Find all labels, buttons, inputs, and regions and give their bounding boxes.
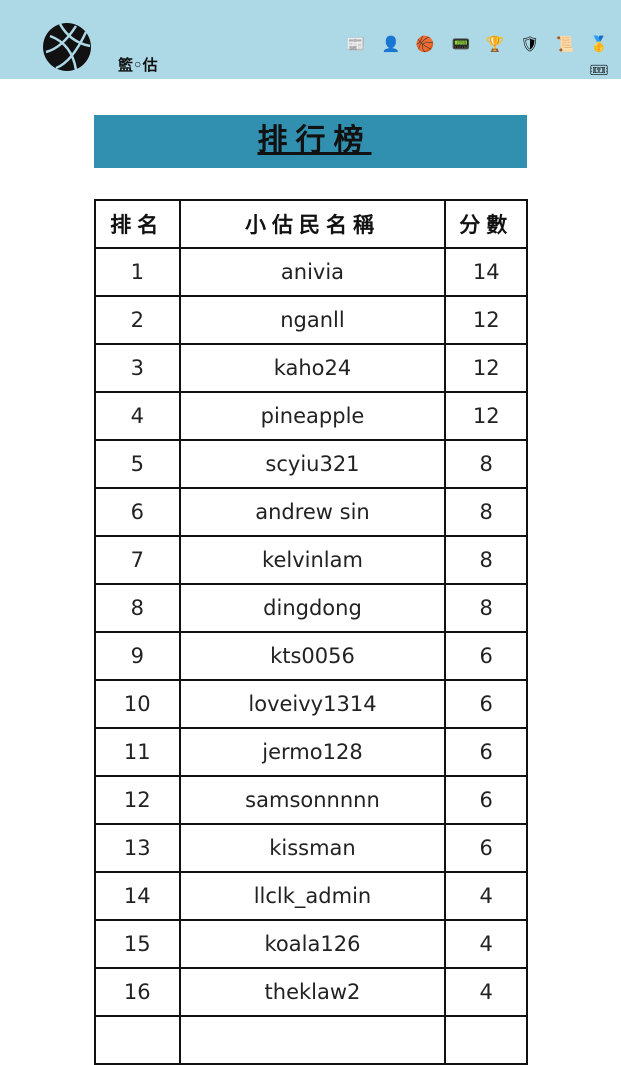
score-cell: 12 bbox=[444, 295, 528, 345]
name-cell: kelvinlam bbox=[178, 535, 447, 585]
trophy-icon[interactable]: 🏆 bbox=[485, 35, 505, 53]
rank-cell: 9 bbox=[94, 631, 181, 681]
brand-name[interactable]: 籃◦估 bbox=[118, 56, 158, 74]
score-cell: 6 bbox=[444, 631, 528, 681]
top-header: 籃◦估 📰 👤 🏀 📟 🏆 🛡 📜 🥇 🎟 bbox=[0, 0, 621, 79]
rank-cell: 4 bbox=[94, 391, 181, 441]
ticket-icon[interactable]: 🎟 bbox=[589, 61, 609, 79]
team-badge-icon[interactable]: 🛡 bbox=[520, 35, 540, 53]
name-cell: theklaw2 bbox=[178, 967, 447, 1017]
name-cell: kaho24 bbox=[178, 343, 447, 393]
rank-cell: 14 bbox=[94, 871, 181, 921]
rank-cell: 12 bbox=[94, 775, 181, 825]
rank-cell: 5 bbox=[94, 439, 181, 489]
rank-cell: 1 bbox=[94, 247, 181, 297]
score-cell: 4 bbox=[444, 919, 528, 969]
table-row: 2 nganll 12 bbox=[94, 295, 528, 345]
table-row: 12 samsonnnnn 6 bbox=[94, 775, 528, 825]
score-cell: 8 bbox=[444, 583, 528, 633]
table-row bbox=[94, 1015, 528, 1065]
name-cell: kissman bbox=[178, 823, 447, 873]
rank-cell: 11 bbox=[94, 727, 181, 777]
score-cell: 4 bbox=[444, 871, 528, 921]
news-icon[interactable]: 📰 bbox=[346, 35, 366, 53]
score-cell: 12 bbox=[444, 343, 528, 393]
name-cell: loveivy1314 bbox=[178, 679, 447, 729]
score-cell: 12 bbox=[444, 391, 528, 441]
scroll-icon[interactable]: 📜 bbox=[555, 35, 575, 53]
score-cell: 6 bbox=[444, 823, 528, 873]
table-row: 14 llclk_admin 4 bbox=[94, 871, 528, 921]
table-row: 8 dingdong 8 bbox=[94, 583, 528, 633]
rank-cell: 16 bbox=[94, 967, 181, 1017]
table-row: 16 theklaw2 4 bbox=[94, 967, 528, 1017]
table-header-row: 排名 小估民名稱 分數 bbox=[94, 199, 528, 249]
rank-cell: 7 bbox=[94, 535, 181, 585]
score-cell: 6 bbox=[444, 679, 528, 729]
score-cell: 8 bbox=[444, 535, 528, 585]
score-cell: 14 bbox=[444, 247, 528, 297]
name-cell: anivia bbox=[178, 247, 447, 297]
name-cell: scyiu321 bbox=[178, 439, 447, 489]
name-cell: nganll bbox=[178, 295, 447, 345]
name-cell: koala126 bbox=[178, 919, 447, 969]
column-header-score: 分數 bbox=[444, 199, 528, 249]
score-cell: 8 bbox=[444, 439, 528, 489]
rank-cell: 8 bbox=[94, 583, 181, 633]
name-cell: andrew sin bbox=[178, 487, 447, 537]
score-cell: 6 bbox=[444, 727, 528, 777]
ranking-podium-icon[interactable]: 🥇 bbox=[589, 35, 609, 53]
score-cell: 6 bbox=[444, 775, 528, 825]
basketball-logo-icon[interactable] bbox=[42, 22, 92, 72]
name-cell: samsonnnnn bbox=[178, 775, 447, 825]
name-cell bbox=[178, 1015, 447, 1065]
score-cell: 8 bbox=[444, 487, 528, 537]
title-bar: 排行榜 bbox=[94, 115, 527, 168]
user-profile-icon[interactable]: 👤 bbox=[381, 35, 401, 53]
rank-cell: 6 bbox=[94, 487, 181, 537]
rank-cell: 15 bbox=[94, 919, 181, 969]
table-row: 9 kts0056 6 bbox=[94, 631, 528, 681]
score-cell bbox=[444, 1015, 528, 1065]
rank-cell: 3 bbox=[94, 343, 181, 393]
name-cell: pineapple bbox=[178, 391, 447, 441]
scoreboard-icon[interactable]: 📟 bbox=[451, 35, 471, 53]
table-row: 6 andrew sin 8 bbox=[94, 487, 528, 537]
name-cell: llclk_admin bbox=[178, 871, 447, 921]
name-cell: kts0056 bbox=[178, 631, 447, 681]
rank-cell bbox=[94, 1015, 181, 1065]
basketball-board-icon[interactable]: 🏀 bbox=[415, 35, 435, 53]
rank-cell: 2 bbox=[94, 295, 181, 345]
rank-cell: 10 bbox=[94, 679, 181, 729]
column-header-name: 小估民名稱 bbox=[178, 199, 447, 249]
table-row: 4 pineapple 12 bbox=[94, 391, 528, 441]
table-row: 5 scyiu321 8 bbox=[94, 439, 528, 489]
rank-cell: 13 bbox=[94, 823, 181, 873]
table-row: 3 kaho24 12 bbox=[94, 343, 528, 393]
table-row: 11 jermo128 6 bbox=[94, 727, 528, 777]
table-row: 13 kissman 6 bbox=[94, 823, 528, 873]
score-cell: 4 bbox=[444, 967, 528, 1017]
table-row: 7 kelvinlam 8 bbox=[94, 535, 528, 585]
table-row: 1 anivia 14 bbox=[94, 247, 528, 297]
column-header-rank: 排名 bbox=[94, 199, 181, 249]
table-row: 15 koala126 4 bbox=[94, 919, 528, 969]
name-cell: dingdong bbox=[178, 583, 447, 633]
page-title: 排行榜 bbox=[257, 123, 372, 158]
leaderboard-table: 排名 小估民名稱 分數 1 anivia 14 2 nganll 12 3 kaho24 12 4… bbox=[94, 199, 528, 1065]
table-row: 10 loveivy1314 6 bbox=[94, 679, 528, 729]
name-cell: jermo128 bbox=[178, 727, 447, 777]
